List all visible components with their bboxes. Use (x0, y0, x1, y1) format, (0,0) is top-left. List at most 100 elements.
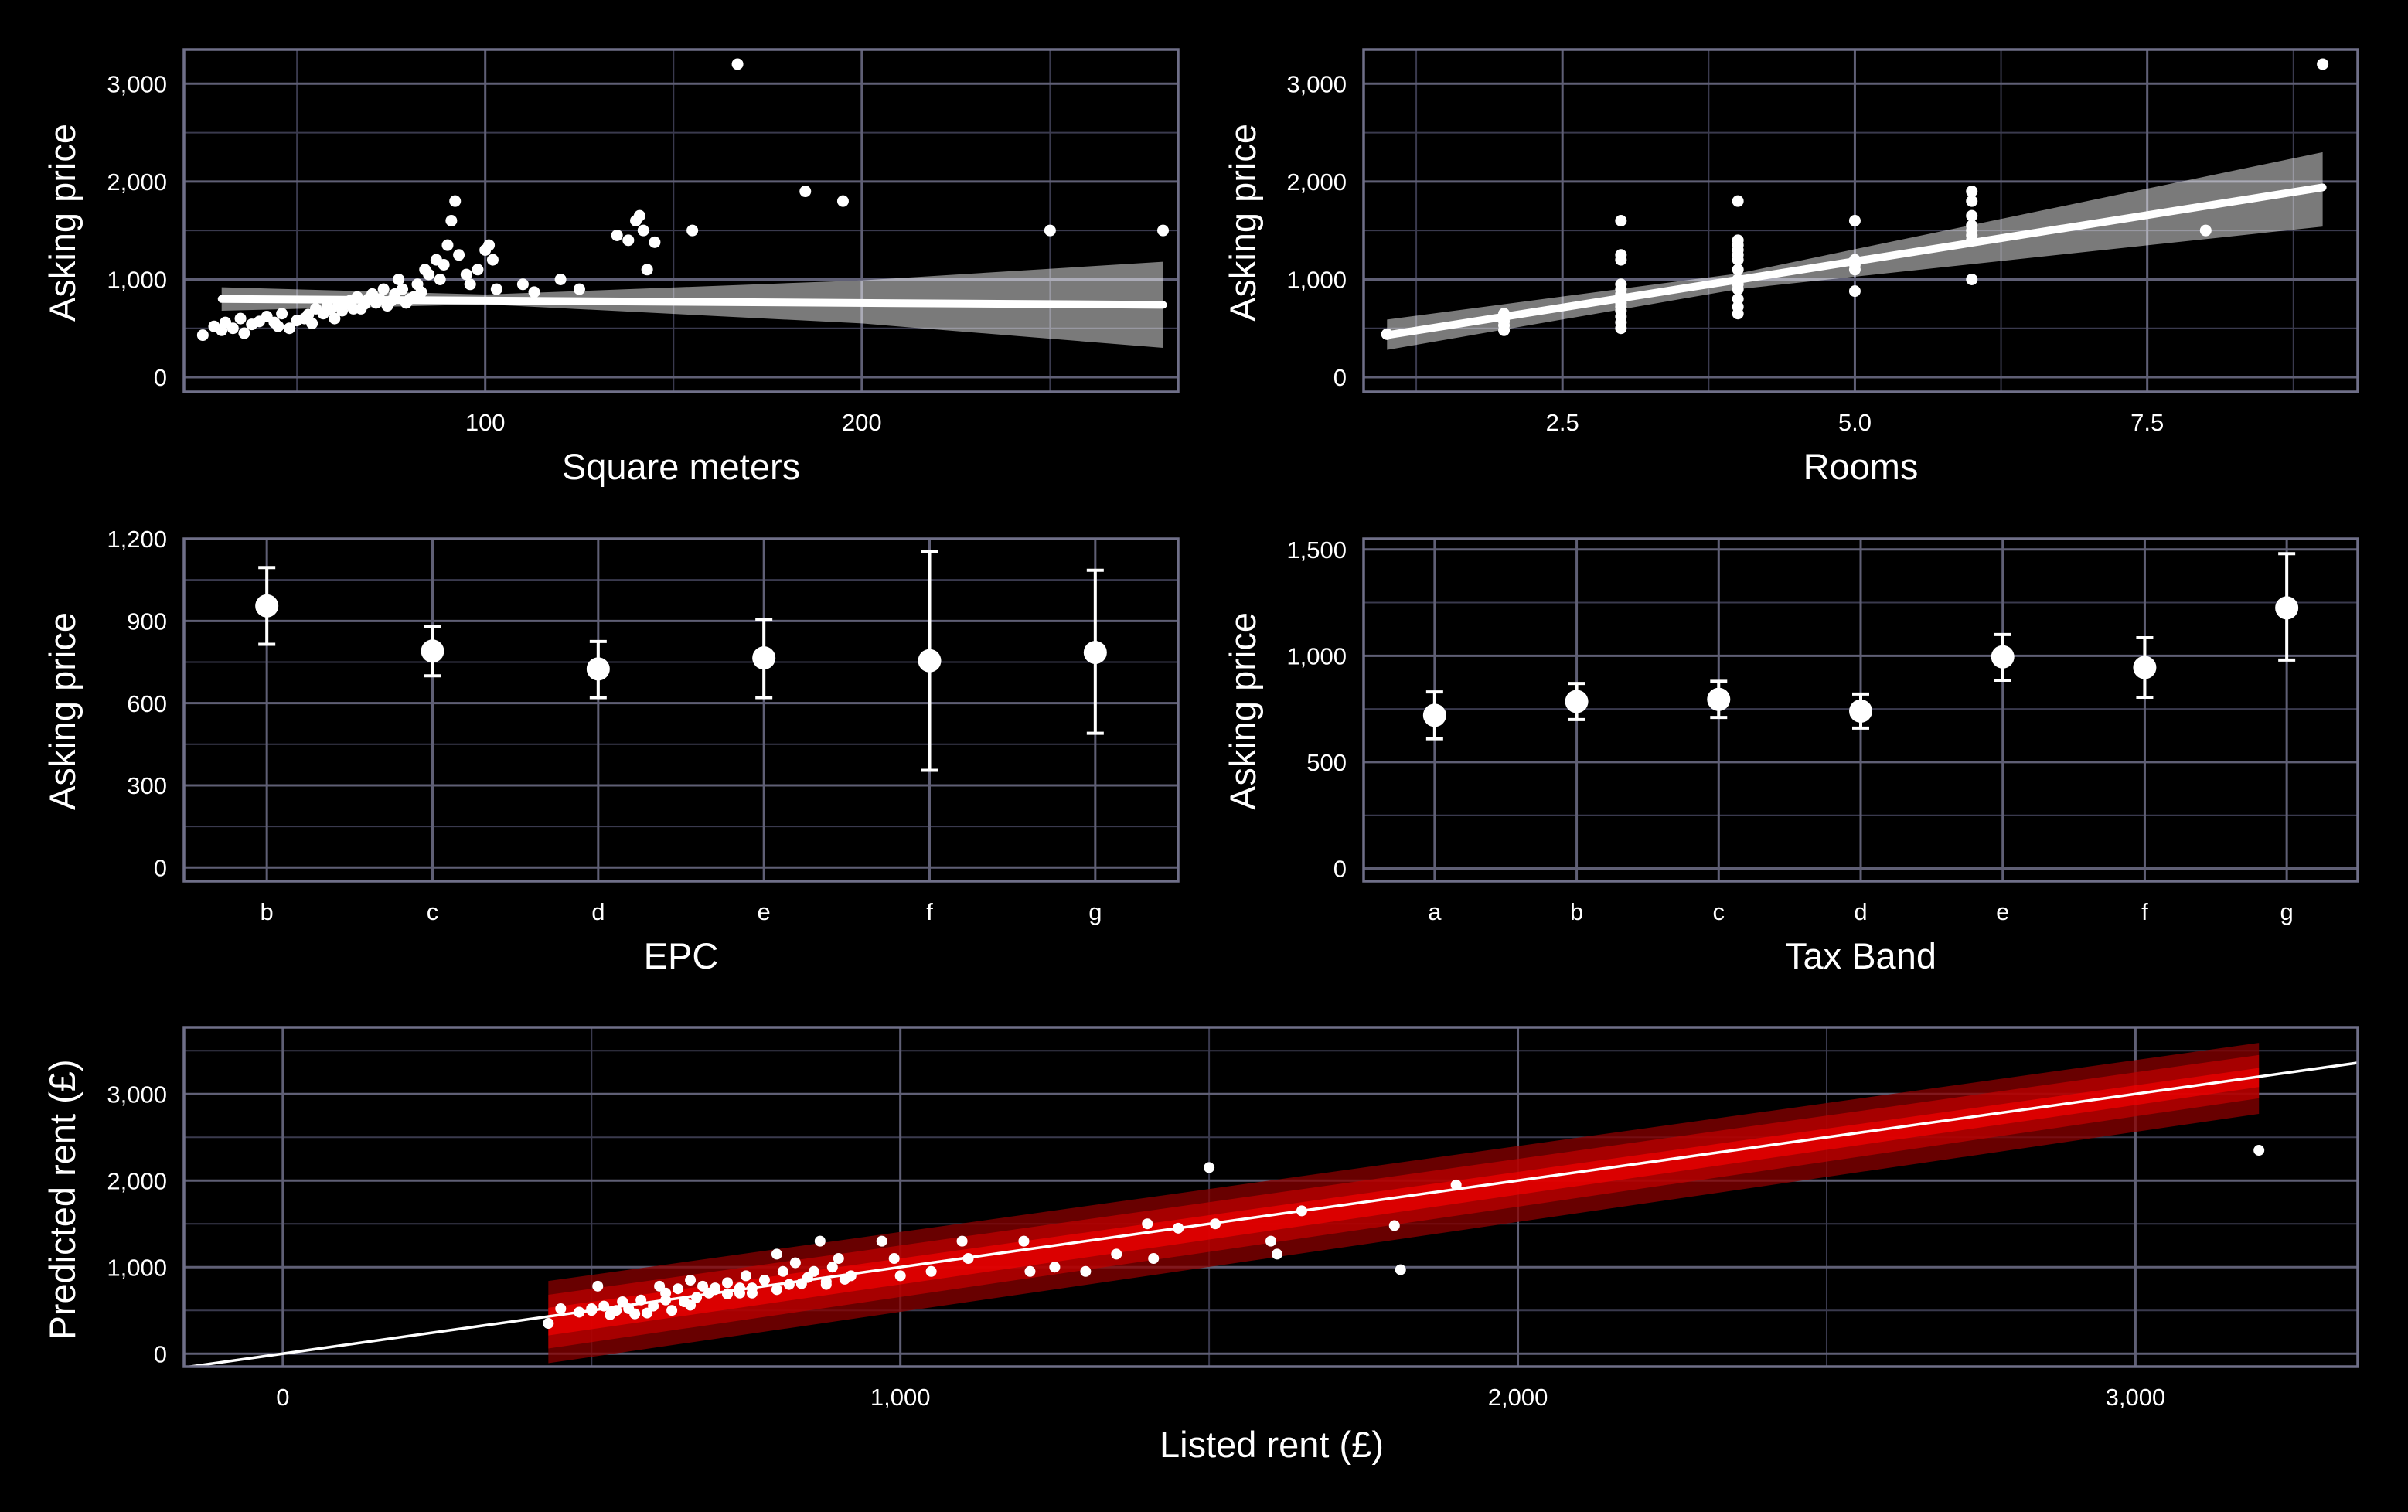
sqm-ytick-label-0: 0 (154, 364, 167, 391)
epc-axes-frame (182, 537, 1180, 883)
sqm-point-59 (633, 209, 645, 222)
sqm-point-66 (836, 195, 849, 207)
rooms-xtick-label-0: 2.5 (1546, 409, 1579, 436)
pred-xtick-label-2: 2,000 (1488, 1384, 1548, 1411)
epc-xtick-label-4: f (926, 898, 933, 925)
sqm-point-54 (554, 273, 567, 285)
sqm-point-18 (329, 312, 341, 325)
sqm-point-4 (226, 322, 239, 335)
pred-point-7 (617, 1296, 628, 1308)
rooms-point-31 (1732, 195, 1744, 207)
tax-mean-point-f (2133, 656, 2157, 679)
epc-ytick-label-1: 300 (127, 772, 167, 799)
pred-point-46 (1111, 1248, 1122, 1260)
tax-xtick-label-3: d (1854, 898, 1867, 925)
sqm-point-52 (516, 278, 529, 291)
epc-ytick-label-2: 600 (127, 690, 167, 717)
sqm-point-69 (238, 327, 250, 339)
pred-point-69 (839, 1273, 850, 1285)
tax-xtick-label-1: b (1570, 898, 1583, 925)
sqm-point-56 (611, 229, 623, 241)
rooms-ytick-label-2: 2,000 (1286, 169, 1347, 196)
pred-xtick-label-0: 0 (276, 1384, 289, 1411)
rooms-xtick-label-2: 7.5 (2130, 409, 2164, 436)
pred-point-44 (1049, 1262, 1061, 1273)
pred-point-61 (666, 1305, 678, 1316)
pred-point-48 (1148, 1253, 1160, 1265)
tax-ytick-label-0: 0 (1333, 856, 1347, 883)
epc-mean-point-c (421, 639, 444, 663)
pred-point-36 (876, 1235, 887, 1247)
pred-point-33 (826, 1262, 838, 1273)
pred-point-70 (586, 1303, 598, 1314)
rooms-point-43 (1966, 195, 1978, 207)
sqm-point-78 (415, 286, 427, 298)
sqm-point-10 (276, 308, 288, 320)
sqm-point-63 (686, 224, 699, 237)
sqm-ytick-label-3: 3,000 (107, 70, 167, 97)
sqm-ytick-label-1: 1,000 (107, 267, 167, 294)
pred-point-10 (642, 1307, 653, 1319)
pred-point-53 (1271, 1248, 1282, 1260)
sqm-axes-frame (182, 48, 1180, 393)
pred-point-22 (740, 1270, 751, 1282)
rooms-point-42 (1966, 209, 1978, 222)
pred-point-27 (783, 1279, 795, 1290)
pred-point-62 (685, 1299, 697, 1311)
tax-xtick-label-0: a (1428, 898, 1442, 925)
chart-tax-band: Tax Band Asking price a b c d e f g 0 500 1,000 1,… (1222, 536, 2359, 976)
epc-xtick-label-0: b (261, 898, 274, 925)
pred-point-0 (543, 1318, 554, 1330)
pred-point-11 (648, 1300, 659, 1312)
tax-xtick-label-2: c (1713, 898, 1725, 925)
pred-point-30 (808, 1265, 819, 1277)
rooms-plot-area (1381, 58, 2329, 350)
pred-point-56 (1395, 1264, 1406, 1275)
epc-xtick-label-1: c (427, 898, 439, 925)
pred-point-37 (888, 1253, 900, 1265)
sqm-point-70 (272, 320, 284, 332)
pred-point-38 (894, 1270, 906, 1282)
pred-point-64 (722, 1288, 733, 1299)
pred-point-49 (1173, 1222, 1184, 1234)
ylabel-asking-price-sqm: Asking price (42, 124, 83, 322)
tax-xtick-label-5: f (2141, 898, 2148, 925)
pred-point-34 (833, 1253, 844, 1265)
pred-point-24 (758, 1275, 770, 1286)
sqm-xtick-label-0: 100 (465, 409, 506, 436)
sqm-point-51 (490, 283, 502, 295)
rooms-point-45 (2199, 224, 2212, 237)
pred-point-26 (777, 1265, 788, 1277)
pred-point-72 (691, 1292, 703, 1303)
pred-point-14 (673, 1283, 684, 1295)
rooms-point-30 (1732, 234, 1744, 247)
sqm-point-5 (234, 312, 247, 325)
pred-point-28 (789, 1257, 801, 1269)
sqm-point-46 (464, 278, 476, 291)
ylabel-asking-price-tax: Asking price (1222, 612, 1263, 810)
pred-xtick-label-1: 1,000 (870, 1384, 931, 1411)
epc-ytick-label-0: 0 (154, 854, 167, 881)
epc-mean-point-e (752, 646, 776, 670)
sqm-point-55 (573, 283, 585, 295)
epc-mean-point-g (1083, 641, 1107, 665)
rooms-axes-frame (1362, 48, 2359, 393)
rooms-point-18 (1615, 215, 1627, 226)
sqm-point-47 (472, 264, 484, 276)
sqm-point-31 (393, 273, 405, 285)
chart-rooms: Rooms Asking price 2.5 5.0 7.5 0 1,000 2,000 3… (1222, 48, 2359, 487)
pred-point-63 (710, 1284, 721, 1296)
epc-ytick-label-3: 900 (127, 608, 167, 635)
ylabel-asking-price-epc: Asking price (42, 612, 83, 810)
sqm-point-44 (453, 249, 465, 261)
epc-mean-point-f (918, 649, 942, 673)
rooms-point-32 (1848, 285, 1861, 298)
rooms-point-44 (1966, 186, 1978, 198)
tax-xtick-label-6: g (2280, 898, 2294, 925)
epc-mean-point-d (586, 657, 610, 681)
pred-point-5 (598, 1300, 610, 1312)
pred-point-25 (771, 1248, 782, 1260)
pred-point-39 (925, 1265, 937, 1277)
sqm-point-0 (196, 329, 209, 342)
pred-ytick-label-1: 1,000 (107, 1254, 167, 1281)
